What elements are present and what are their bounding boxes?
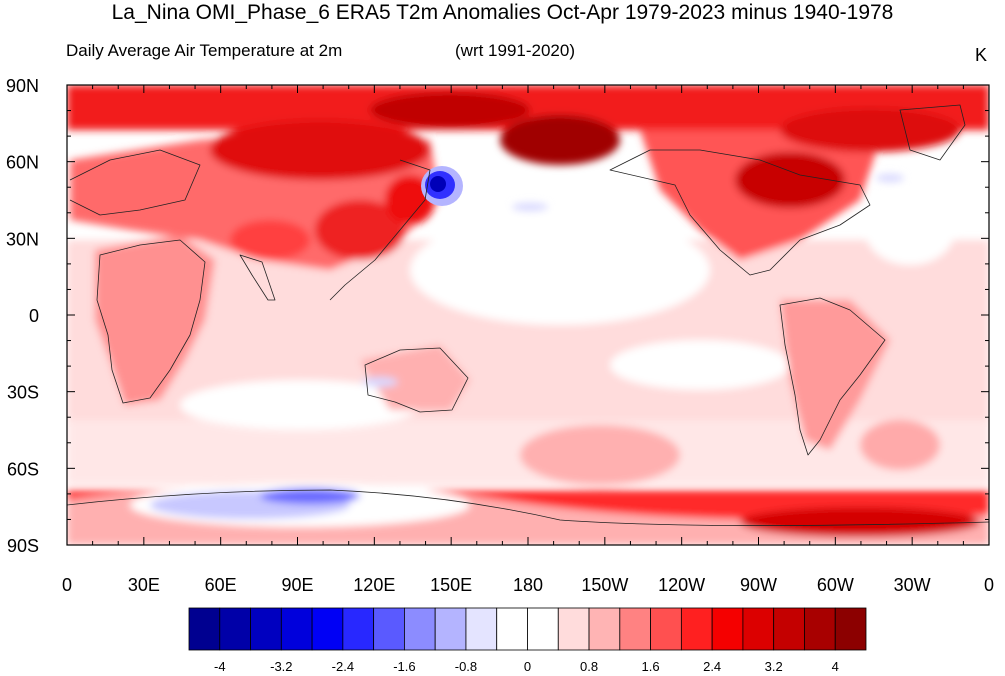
antarctic-cold-core <box>260 488 360 504</box>
coastline-antarctica <box>67 489 989 526</box>
colorbar-box <box>496 607 528 651</box>
coastline-india <box>239 254 276 301</box>
axis-ticks <box>66 84 990 546</box>
coastline-east-asia <box>329 159 431 301</box>
chart-title: La_Nina OMI_Phase_6 ERA5 T2m Anomalies O… <box>111 1 894 24</box>
colorbar-label: 1.6 <box>642 659 660 674</box>
canada-hotspot <box>735 152 845 208</box>
coastline-north-america <box>609 149 871 276</box>
x-tick-label: 120E <box>353 575 395 595</box>
colorbar-label: 4 <box>832 659 839 674</box>
coastline-greenland <box>899 104 966 161</box>
y-tick-label: 90S <box>7 536 39 556</box>
colorbar-label: 0.8 <box>580 659 598 674</box>
colorbar-box <box>834 607 867 651</box>
colorbar-box <box>250 607 282 651</box>
colorbar-box <box>188 607 221 651</box>
colorbar-label: 3.2 <box>765 659 783 674</box>
north-pacific-cool <box>512 203 548 211</box>
x-tick-label: 90E <box>281 575 313 595</box>
south-pacific-white <box>610 340 790 390</box>
y-tick-label: 30N <box>6 229 39 249</box>
colorbar-label: -3.2 <box>270 659 292 674</box>
x-tick-label: 120W <box>658 575 705 595</box>
colorbar-box <box>342 607 375 651</box>
colorbar-box <box>219 607 251 651</box>
x-tick-label: 30W <box>894 575 931 595</box>
colorbar-labels: -4 -3.2 -2.4 -1.6 -0.8 0 0.8 1.6 2.4 3.2 4 <box>214 659 839 674</box>
colorbar-box <box>773 607 805 651</box>
reference-period: (wrt 1991-2020) <box>455 41 576 60</box>
siberia-warm <box>210 120 430 180</box>
coastline-australia <box>364 347 469 413</box>
colorbar-box <box>557 607 590 651</box>
colorbar-box <box>650 607 682 651</box>
axis-labels: 0 30E 60E 90E 120E 150E 180 150W 120W 90W 60W 30W 0 9… <box>6 76 994 595</box>
arctic-hotspot <box>370 92 530 128</box>
colorbar-label: 2.4 <box>703 659 721 674</box>
coastline-south-america <box>779 297 886 456</box>
tibet-warm <box>230 220 310 260</box>
x-tick-label: 150E <box>430 575 472 595</box>
y-tick-label: 30S <box>7 383 39 403</box>
x-tick-label: 30E <box>128 575 160 595</box>
x-tick-label: 60E <box>205 575 237 595</box>
colorbar-box <box>373 607 405 651</box>
south-america-anomaly <box>780 300 890 450</box>
coastline-africa <box>96 239 206 404</box>
east-siberia-hotspot <box>500 115 620 165</box>
africa-anomaly <box>95 235 215 405</box>
y-tick-label: 0 <box>29 306 39 326</box>
colorbar-box <box>527 607 559 651</box>
colorbar-box <box>680 607 713 651</box>
colorbar-boxes <box>188 607 867 651</box>
y-tick-label: 90N <box>6 76 39 96</box>
canadian-arctic-warm <box>780 108 960 152</box>
units-label: K <box>975 45 988 65</box>
okhotsk-cold-core <box>430 176 446 192</box>
colorbar-box <box>404 607 436 651</box>
y-tick-label: 60N <box>6 153 39 173</box>
ross-sea-warm <box>740 507 980 537</box>
subantarctic-warm <box>860 420 940 470</box>
colorbar-box <box>311 607 344 651</box>
colorbar-label: -4 <box>214 659 226 674</box>
alaska-gulf-cool <box>876 174 904 182</box>
anomaly-map: 0 30E 60E 90E 120E 150E 180 150W 120W 90W 60W 30W 0 9… <box>6 76 994 595</box>
colorbar-box <box>804 607 836 651</box>
x-tick-label: 60W <box>817 575 854 595</box>
colorbar-box <box>619 607 651 651</box>
colorbar-box <box>742 607 775 651</box>
y-tick-label: 60S <box>7 459 39 479</box>
x-tick-label: 180 <box>513 575 543 595</box>
indian-ocean-white <box>180 380 420 430</box>
coastline-europe <box>69 149 201 216</box>
indian-ocean-cool <box>362 377 398 387</box>
x-tick-label: 150W <box>581 575 628 595</box>
x-tick-label: 0 <box>62 575 72 595</box>
australia-anomaly <box>360 345 470 410</box>
x-tick-label: 90W <box>740 575 777 595</box>
x-tick-label: 0 <box>984 575 994 595</box>
colorbar-label: -0.8 <box>455 659 477 674</box>
chart-subtitle: Daily Average Air Temperature at 2m <box>66 41 343 60</box>
colorbar-box <box>588 607 621 651</box>
north-atlantic-white <box>865 195 955 265</box>
colorbar-box <box>711 607 744 651</box>
colorbar-box <box>465 607 498 651</box>
colorbar-box <box>280 607 313 651</box>
south-pacific-warm <box>520 425 680 485</box>
colorbar-label: -1.6 <box>393 659 415 674</box>
colorbar-box <box>434 607 467 651</box>
china-warm <box>315 200 405 260</box>
north-pacific-white <box>410 215 710 325</box>
anomaly-fields <box>67 85 989 545</box>
colorbar-label: -2.4 <box>332 659 354 674</box>
colorbar-label: 0 <box>524 659 531 674</box>
